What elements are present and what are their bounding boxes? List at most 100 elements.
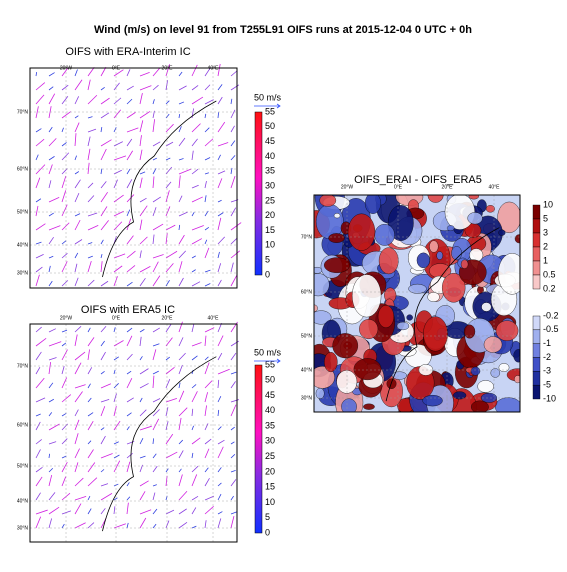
coastline: [102, 356, 217, 532]
wind-arrow: [61, 329, 68, 333]
field-patch: [347, 213, 376, 251]
wind-arrow: [139, 509, 152, 515]
lat-label: 50°N: [17, 209, 29, 215]
wind-arrow: [74, 96, 80, 105]
colorbar-label: 25: [265, 451, 275, 461]
lat-label: 30°N: [17, 270, 29, 276]
wind-arrow: [165, 123, 174, 133]
field-patch: [477, 380, 494, 393]
field-patch: [406, 314, 413, 321]
lon-label: 20°W: [60, 315, 73, 321]
wind-arrow: [100, 383, 112, 389]
wind-arrow: [139, 135, 142, 147]
wind-arrow: [191, 64, 198, 77]
wind-arrow: [113, 179, 118, 189]
wind-arrow: [35, 223, 46, 231]
wind-arrow: [178, 224, 181, 231]
wind-arrow: [35, 492, 41, 501]
wind-arrow: [204, 127, 210, 133]
wind-arrow: [126, 69, 131, 77]
colorbar-label: 10: [265, 240, 275, 250]
wind-arrow: [165, 323, 172, 333]
panel-title: OIFS with ERA5 IC: [81, 304, 175, 316]
wind-arrow: [35, 421, 41, 431]
wind-arrow: [165, 181, 172, 189]
wind-arrow: [217, 322, 223, 333]
wind-arrow: [139, 120, 144, 133]
wind-arrow: [165, 509, 175, 515]
field-patch: [467, 212, 483, 225]
wind-arrow: [48, 453, 51, 459]
field-patch: [494, 397, 520, 412]
wind-arrow: [61, 523, 65, 529]
wind-arrow: [35, 266, 43, 273]
wind-arrow: [204, 239, 208, 245]
wind-arrow: [191, 281, 201, 287]
wind-arrow: [165, 397, 178, 403]
wind-arrow: [100, 191, 108, 203]
wind-arrow: [48, 492, 56, 501]
wind-arrow: [74, 495, 87, 501]
reference-label: 50 m/s: [254, 347, 282, 357]
reference-arrow: [254, 103, 281, 109]
wind-arrow: [191, 437, 201, 445]
wind-arrow: [48, 474, 53, 487]
wind-arrow: [87, 462, 96, 473]
field-patch: [514, 234, 520, 244]
wind-arrow: [113, 406, 117, 417]
wind-arrow: [204, 67, 211, 77]
lat-label: 30°N: [17, 525, 29, 531]
wind-arrow: [87, 367, 93, 375]
field-patch: [497, 253, 520, 295]
wind-arrow: [87, 136, 91, 147]
field-patch: [490, 368, 501, 378]
wind-arrow: [165, 190, 170, 203]
wind-arrow: [113, 265, 123, 273]
colorbar-label: 10: [543, 199, 553, 209]
wind-arrow: [139, 149, 143, 161]
wind-arrow: [113, 356, 120, 361]
wind-arrow: [100, 427, 105, 431]
lat-label: 70°N: [301, 234, 313, 240]
wind-arrow: [113, 141, 123, 147]
wind-arrow: [61, 127, 64, 133]
wind-arrow: [230, 155, 236, 161]
colorbar-label: 45: [265, 390, 275, 400]
wind-arrow: [217, 251, 220, 259]
wind-arrow: [165, 279, 170, 287]
wind-arrow: [48, 398, 55, 403]
wind-arrow: [178, 277, 184, 287]
wind-arrow: [230, 511, 237, 515]
colorbar-label: 2: [543, 241, 548, 251]
wind-arrow: [100, 493, 113, 501]
wind-arrow: [152, 207, 157, 217]
wind-arrow: [61, 142, 67, 147]
wind-arrow: [126, 127, 139, 133]
wind-arrow: [87, 66, 95, 77]
wind-arrow: [204, 438, 212, 445]
wind-arrow: [191, 150, 194, 161]
colorbar-label: 55: [265, 359, 275, 369]
wind-arrow: [74, 133, 77, 147]
wind-arrow: [126, 461, 131, 473]
wind-arrow: [48, 382, 54, 389]
wind-arrow: [139, 356, 143, 361]
wind-arrow: [35, 377, 45, 389]
wind-arrow: [152, 453, 157, 459]
wind-arrow: [217, 199, 222, 203]
field-patch: [463, 324, 476, 339]
wind-arrow: [100, 148, 107, 161]
wind-arrow: [217, 178, 223, 189]
wind-arrow: [126, 440, 135, 445]
wind-arrow: [48, 441, 57, 445]
reference-label: 50 m/s: [254, 92, 282, 102]
field-patch: [470, 400, 489, 412]
wind-arrow: [230, 222, 242, 231]
wind-arrow: [35, 326, 42, 333]
colorbar-label: -5: [543, 380, 551, 390]
wind-arrow: [165, 64, 171, 77]
wind-arrow: [178, 168, 192, 175]
colorbar-label: 45: [265, 136, 275, 146]
field-patch: [441, 272, 466, 303]
wind-arrow: [230, 262, 234, 273]
